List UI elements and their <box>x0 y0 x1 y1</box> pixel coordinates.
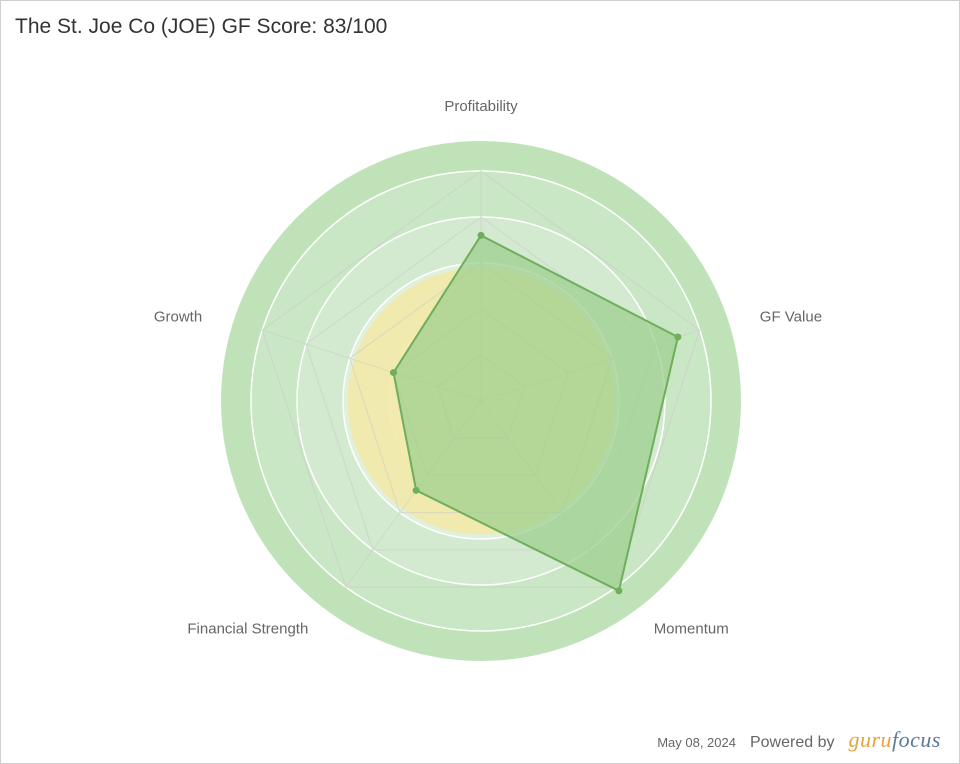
radar-chart: Profitability GF Value Momentum Financial S… <box>1 61 960 701</box>
series-point <box>478 232 485 239</box>
series-point <box>615 587 622 594</box>
axis-label: Profitability <box>444 98 518 115</box>
axis-label: GF Value <box>760 309 822 326</box>
chart-title: The St. Joe Co (JOE) GF Score: 83/100 <box>15 15 387 39</box>
logo-part-guru: guru <box>848 727 892 752</box>
axis-label: Growth <box>154 309 202 326</box>
footer-date: May 08, 2024 <box>657 735 736 750</box>
chart-footer: May 08, 2024 Powered by gurufocus <box>657 727 941 753</box>
series-point <box>390 369 397 376</box>
radar-svg: Profitability GF Value Momentum Financial S… <box>1 61 960 701</box>
axis-label: Momentum <box>654 620 729 637</box>
logo-part-focus: focus <box>892 727 941 752</box>
series-point <box>674 334 681 341</box>
score-card: The St. Joe Co (JOE) GF Score: 83/100 Pr… <box>0 0 960 764</box>
series-point <box>413 487 420 494</box>
gurufocus-logo: gurufocus <box>848 727 941 753</box>
axis-label: Financial Strength <box>187 620 308 637</box>
footer-powered: Powered by <box>750 734 835 752</box>
